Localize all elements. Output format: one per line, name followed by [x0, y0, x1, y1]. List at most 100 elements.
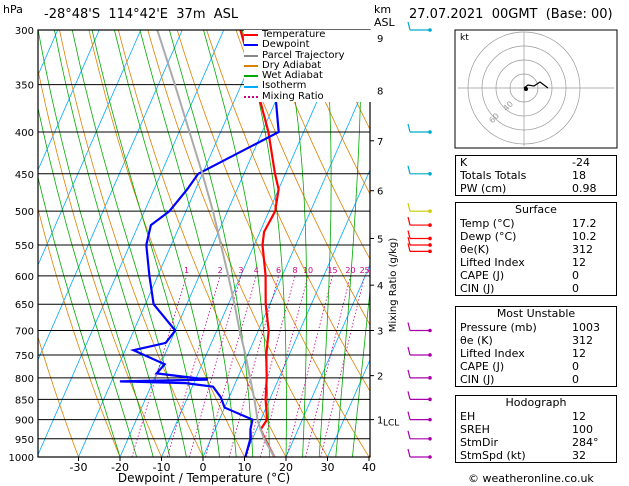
plot-area	[38, 30, 370, 457]
panel-title: Most Unstable	[496, 307, 576, 320]
legend-swatch	[244, 44, 258, 47]
km-tick-label: 3	[377, 327, 383, 338]
wind-barb-dot	[428, 223, 432, 227]
mixing-ratio-line	[205, 275, 257, 457]
most-unstable-panel: Most Unstable Pressure (mb) 1003 θe (K) 312 L…	[455, 306, 617, 387]
index-value: 0	[572, 373, 579, 386]
isotherm-line	[285, 263, 370, 457]
mixing-ratio-label: 8	[292, 266, 297, 275]
series-parcel-trajectory	[156, 30, 276, 457]
wind-barb-dot	[428, 243, 432, 247]
mixing-ratio-label: 25	[360, 266, 370, 275]
wind-barb-dot	[428, 376, 432, 380]
wind-barb	[407, 430, 411, 439]
mixing-ratio-line	[167, 275, 221, 457]
index-label: CIN (J)	[460, 282, 495, 295]
mixing-ratio-label: 15	[327, 266, 337, 275]
pressure-tick-label: 800	[15, 374, 34, 385]
legend-swatch	[244, 95, 258, 98]
wind-barb-dot	[428, 437, 432, 441]
hodograph-trace	[523, 81, 549, 89]
index-row: Temp (°C) 17.2	[456, 217, 616, 230]
mixing-ratio-line	[189, 275, 242, 457]
mixing-ratio-label: 10	[303, 266, 313, 275]
pressure-tick-label: 450	[15, 170, 34, 181]
wind-barb	[407, 216, 411, 226]
wind-barb-dot	[428, 28, 432, 32]
index-value: 0	[572, 269, 579, 282]
temperature-tick-label: 20	[279, 461, 293, 474]
legend-swatch	[244, 65, 258, 68]
legend-item: Isotherm	[244, 81, 374, 91]
index-value: -24	[572, 156, 590, 169]
index-label: Temp (°C)	[460, 217, 515, 230]
mixing-ratio-label: 6	[276, 266, 281, 275]
mixing-ratio-line	[246, 275, 296, 457]
index-row: PW (cm) 0.98	[456, 182, 616, 195]
km-tick-label: 2	[377, 372, 383, 383]
wind-barb	[407, 123, 411, 133]
wind-barb-dot	[428, 417, 432, 422]
wind-barb-dot	[428, 328, 432, 333]
isotherm-line	[38, 30, 100, 172]
index-value: 312	[572, 334, 593, 347]
index-row: CAPE (J) 0	[456, 360, 616, 373]
index-label: CAPE (J)	[460, 360, 505, 373]
hodograph-storm-marker	[524, 87, 528, 91]
location-title: -28°48'S 114°42'E 37m ASL	[44, 7, 239, 22]
index-row: CAPE (J) 0	[456, 269, 616, 282]
index-value: 10.2	[572, 230, 597, 243]
wind-barb-dot	[428, 172, 432, 176]
temperature-tick-label: -10	[153, 461, 171, 474]
wind-barb-dot	[428, 236, 432, 241]
temperature-tick-label: 0	[200, 461, 207, 474]
pressure-tick-label: 600	[15, 272, 34, 283]
index-label: EH	[460, 410, 476, 423]
index-label: Dewp (°C)	[460, 230, 517, 243]
pressure-tick-label: 900	[15, 416, 34, 427]
index-value: 17.2	[572, 217, 597, 230]
index-label: K	[460, 156, 468, 169]
dry-adiabat-line	[38, 68, 162, 457]
index-value: 1003	[572, 321, 600, 334]
legend-swatch	[244, 85, 258, 88]
legend-swatch	[244, 34, 258, 37]
index-label: StmSpd (kt)	[460, 449, 526, 462]
wind-barb	[407, 203, 411, 212]
km-tick-label: 8	[377, 87, 383, 98]
pressure-tick-label: 550	[15, 241, 34, 252]
pressure-tick-label: 500	[15, 207, 34, 218]
index-row: CIN (J) 0	[456, 282, 616, 295]
index-label: Totals Totals	[460, 169, 527, 182]
pressure-tick-label: 400	[15, 128, 34, 139]
index-label: θe(K)	[460, 243, 490, 256]
index-value: 18	[572, 169, 586, 182]
copyright: © weatheronline.co.uk	[468, 472, 594, 485]
mixing-ratio-line	[131, 275, 187, 457]
index-label: StmDir	[460, 436, 499, 449]
datetime-title: 27.07.2021 00GMT (Base: 00)	[409, 7, 613, 22]
pressure-tick-label: 350	[15, 81, 34, 92]
index-row: Pressure (mb) 1003	[456, 321, 616, 334]
mixing-ratio-label: 20	[345, 266, 355, 275]
pressure-tick-label: 700	[15, 327, 34, 338]
wind-barb	[407, 21, 411, 31]
panel-title: Hodograph	[505, 396, 567, 409]
surface-panel: Surface Temp (°C) 17.2 Dewp (°C) 10.2 θe(K) 31…	[455, 202, 617, 296]
panel-title: Surface	[515, 203, 557, 216]
legend-item: Mixing Ratio	[244, 91, 374, 102]
index-row: K -24	[456, 156, 616, 169]
index-value: 12	[572, 410, 586, 423]
legend-label: Dry Adiabat	[262, 59, 322, 71]
legend-label: Dewpoint	[262, 39, 310, 51]
series-temperature	[239, 30, 280, 457]
legend-label: Parcel Trajectory	[262, 49, 345, 61]
wind-barb	[407, 411, 411, 420]
legend-label: Temperature	[262, 29, 326, 40]
pressure-tick-label: 1000	[9, 453, 34, 464]
mixing-ratio-line	[320, 275, 366, 457]
wet-adiabat-line	[38, 106, 137, 457]
wind-barb-dot	[428, 455, 432, 459]
legend-item: Temperature	[244, 29, 374, 40]
km-tick-label: 5	[377, 234, 383, 245]
